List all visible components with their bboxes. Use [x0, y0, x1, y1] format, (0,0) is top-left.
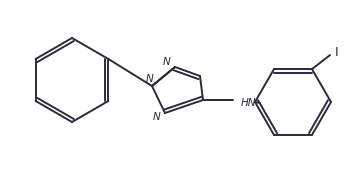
Text: N: N	[146, 74, 154, 84]
Text: N: N	[163, 57, 171, 67]
Text: HN: HN	[240, 98, 256, 108]
Text: N: N	[153, 112, 161, 122]
Text: I: I	[335, 46, 339, 59]
